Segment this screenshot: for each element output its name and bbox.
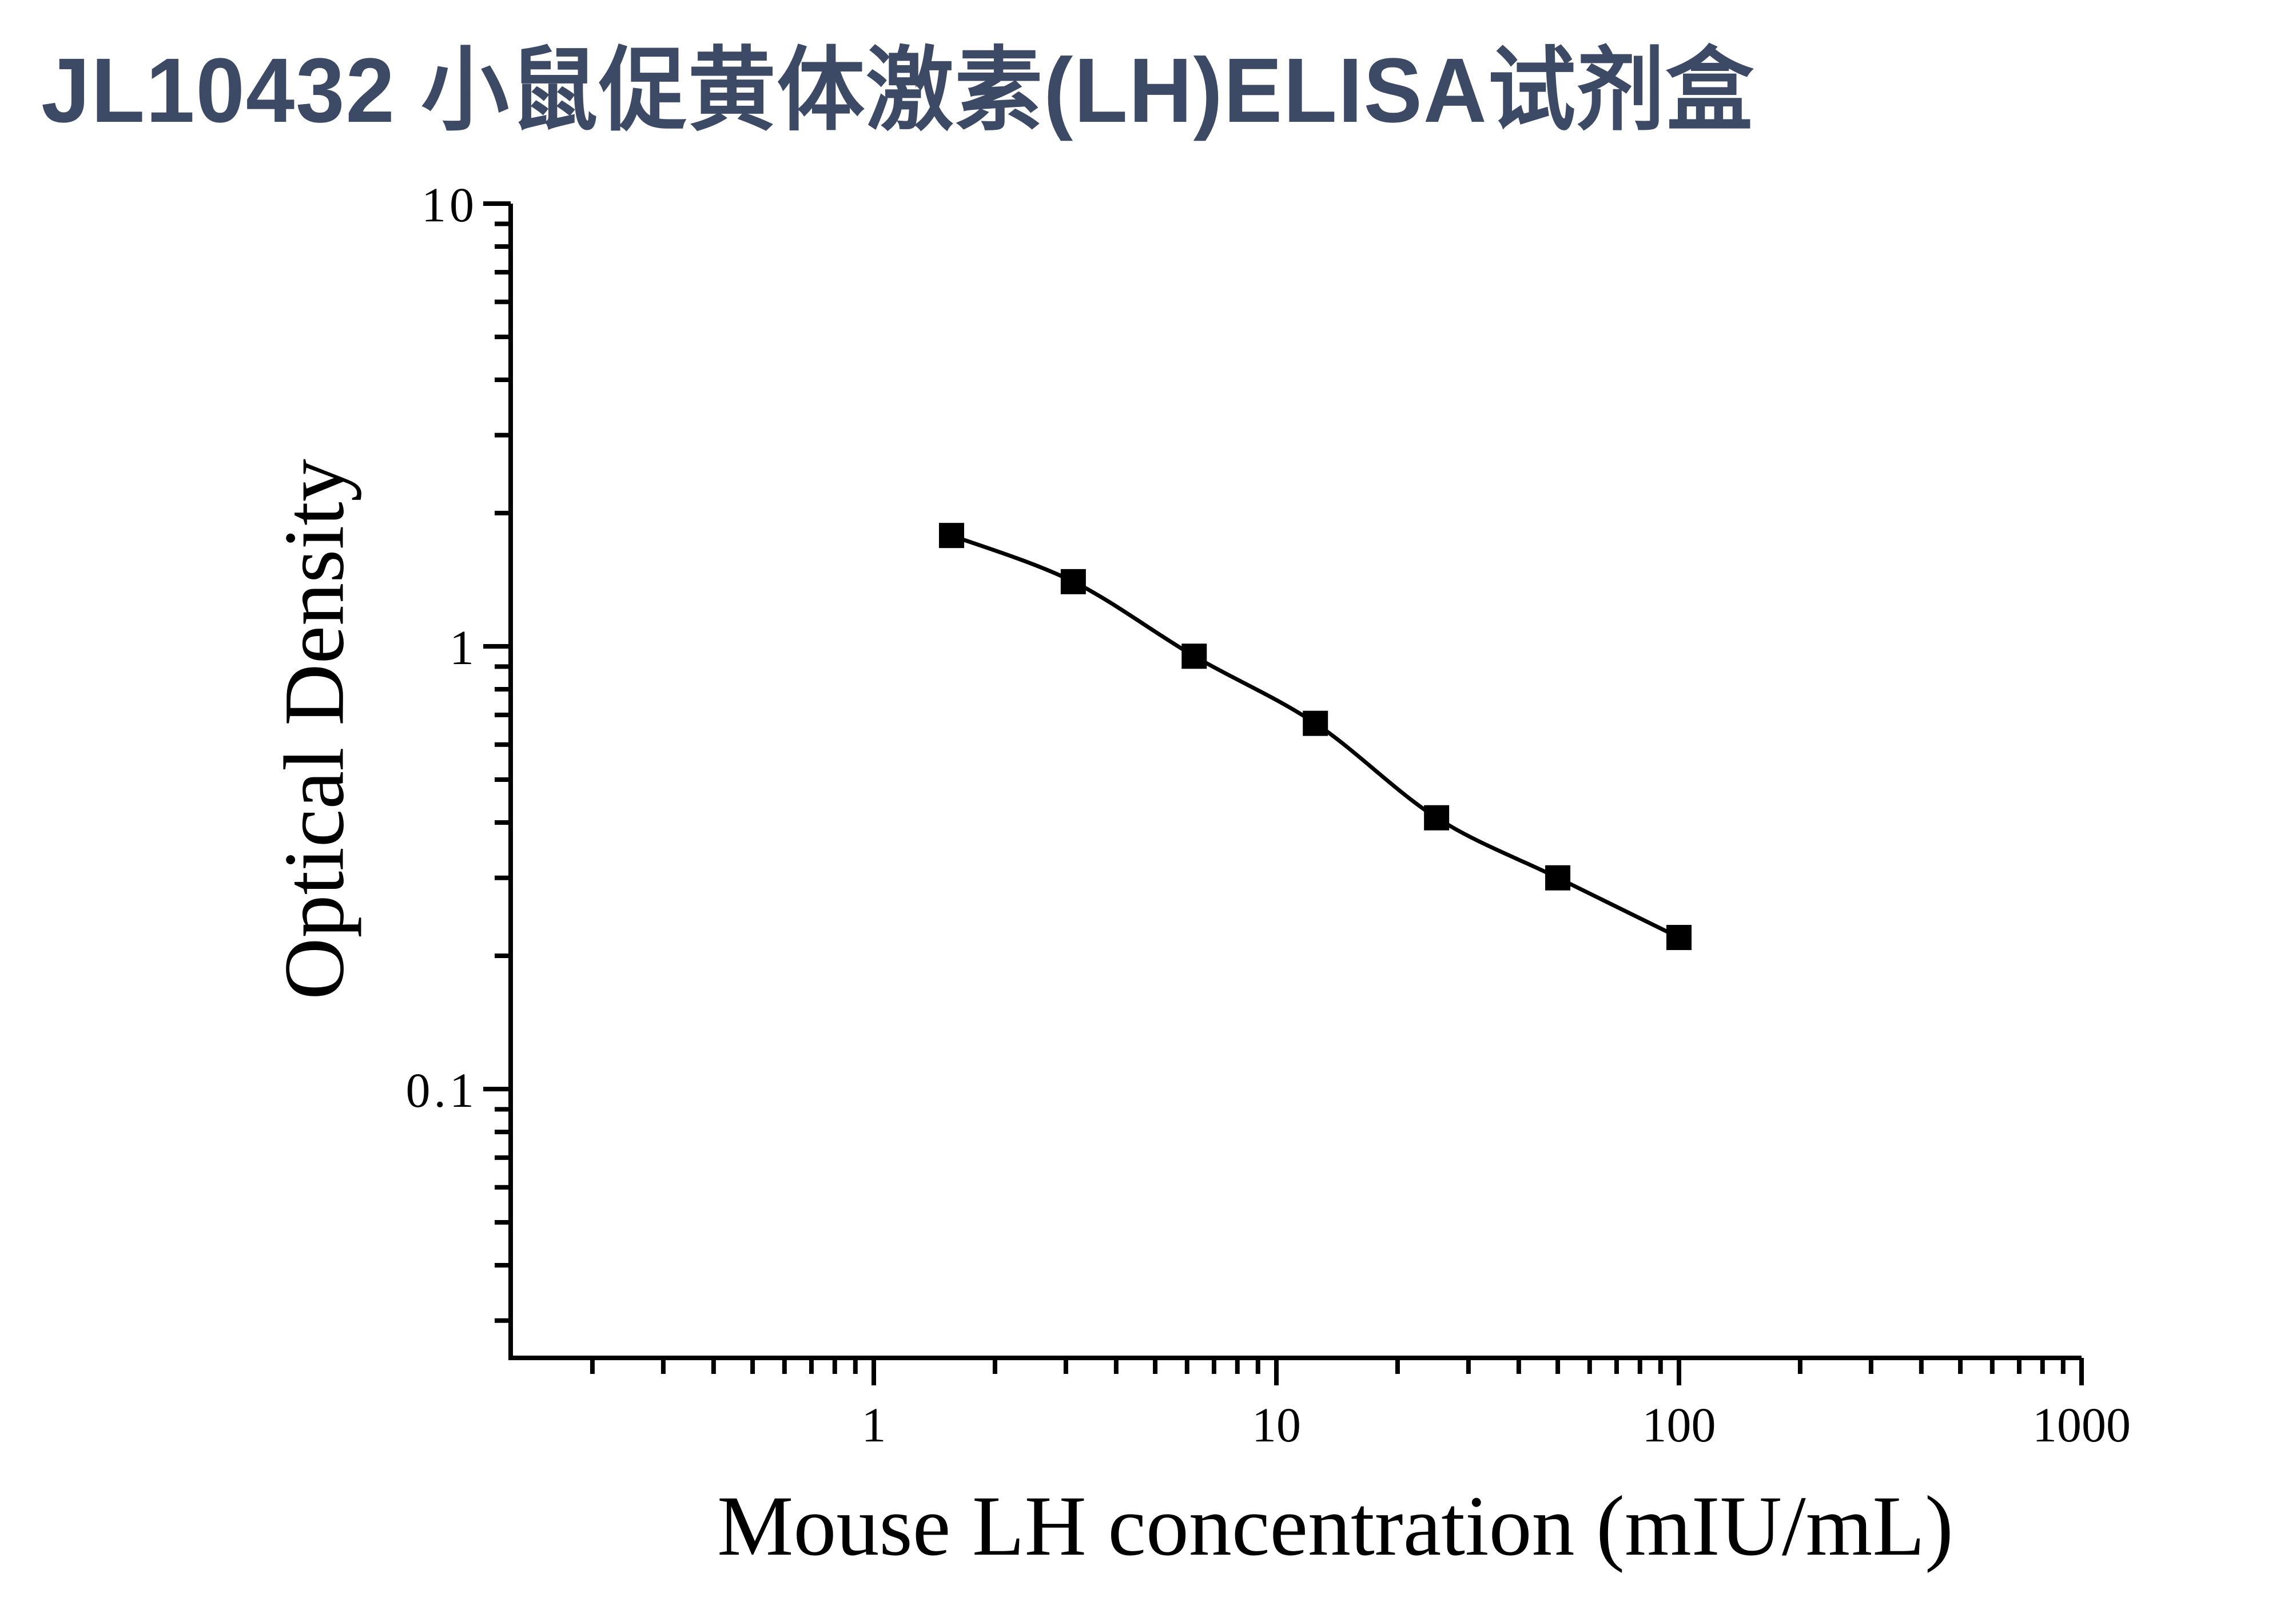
x-tick-label-1000: 1000 bbox=[2032, 1397, 2131, 1452]
data-point-marker-7 bbox=[1666, 924, 1692, 950]
x-axis-title: Mouse LH concentration (mIU/mL) bbox=[717, 1479, 1953, 1574]
y-tick-label-1: 1 bbox=[449, 620, 477, 675]
data-point-marker-6 bbox=[1545, 865, 1571, 891]
y-axis-title: Optical Density bbox=[267, 459, 362, 1000]
data-point-marker-4 bbox=[1303, 710, 1328, 736]
y-tick-label-10: 10 bbox=[421, 177, 477, 232]
data-point-marker-5 bbox=[1424, 805, 1450, 831]
axis-spines bbox=[508, 204, 2082, 1360]
data-point-marker-1 bbox=[938, 523, 964, 549]
x-tick-label-1: 1 bbox=[862, 1397, 886, 1452]
data-point-markers bbox=[938, 523, 1692, 950]
x-tick-label-100: 100 bbox=[1642, 1397, 1716, 1452]
data-point-marker-3 bbox=[1181, 643, 1207, 669]
y-tick-label-0.1: 0.1 bbox=[406, 1063, 478, 1118]
x-tick-label-10: 10 bbox=[1252, 1397, 1301, 1452]
page-title: JL10432 小鼠促黄体激素(LH)ELISA试剂盒 bbox=[41, 39, 1755, 141]
data-point-marker-2 bbox=[1060, 569, 1086, 594]
axes bbox=[508, 204, 2082, 1360]
axis-tick-labels: 1 10 100 1000 10 1 0.1 bbox=[406, 177, 2131, 1452]
axis-ticks bbox=[483, 201, 2084, 1385]
